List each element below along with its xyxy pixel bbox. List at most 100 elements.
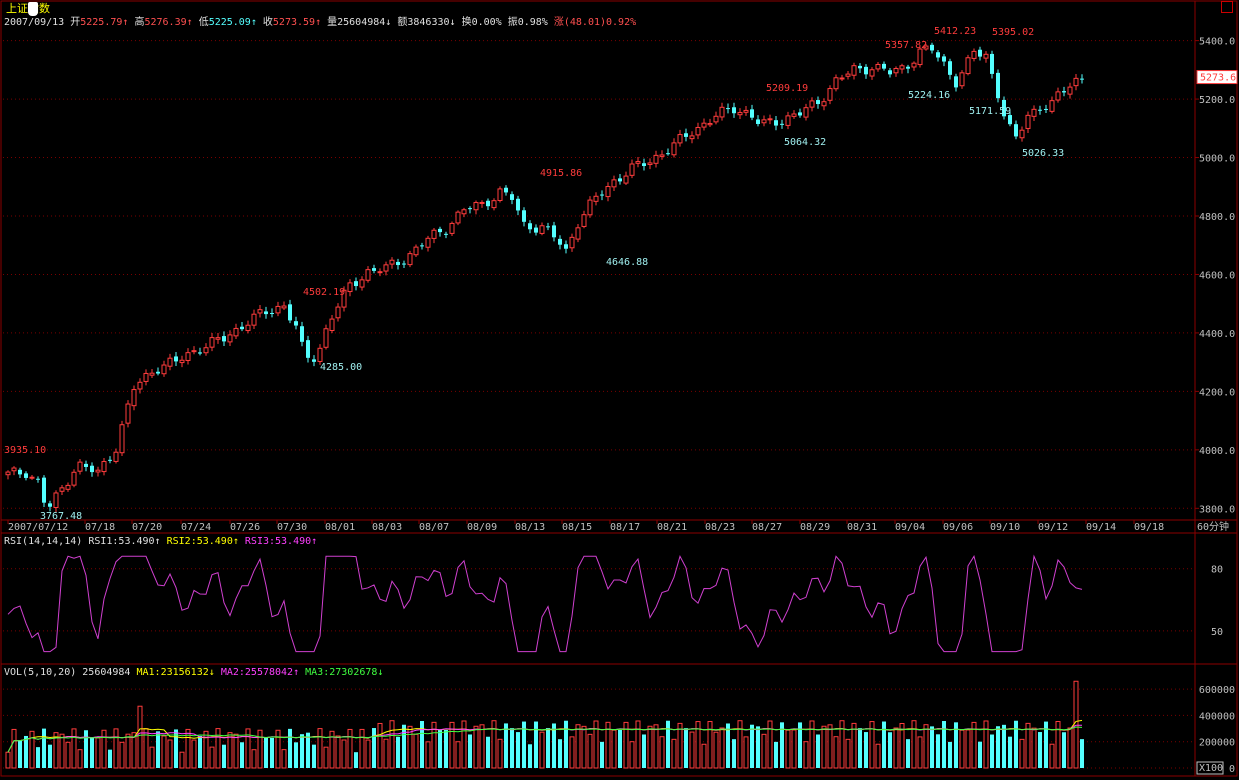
- volume-bar-up: [203, 730, 209, 769]
- date-tick-label: 09/04: [895, 522, 925, 533]
- up-arrow-icon: ↑: [311, 536, 318, 547]
- candle-body-down: [600, 194, 604, 196]
- candle-body-up: [827, 88, 833, 101]
- volume-bar-up: [335, 735, 341, 769]
- candle-body-up: [335, 306, 341, 319]
- candle-body-up: [1031, 108, 1037, 117]
- candle-body-up: [53, 492, 59, 509]
- candle-body-up: [743, 109, 749, 113]
- volume-bar-up: [845, 738, 851, 769]
- candle-body-down: [1008, 115, 1012, 125]
- price-high-annotation: 5209.19: [766, 83, 808, 94]
- candle-body-up: [233, 327, 239, 337]
- candle-body-down: [486, 200, 490, 207]
- volume-bar-down: [372, 728, 376, 768]
- volume-bar-down: [294, 742, 298, 768]
- volume-bar-down: [564, 720, 568, 768]
- volume-bar-up: [209, 746, 215, 769]
- candle-body-up: [701, 122, 707, 128]
- price-tick-label: 4000.0: [1199, 446, 1235, 457]
- down-arrow-icon: ↓: [208, 667, 215, 678]
- volume-bar-down: [108, 749, 112, 768]
- candle-body-up: [791, 113, 797, 117]
- date-tick-label: 08/21: [657, 522, 687, 533]
- volume-bar-up: [971, 721, 977, 769]
- volume-bar-up: [851, 722, 857, 769]
- candle-body-down: [726, 108, 730, 110]
- date-tick-label: 08/09: [467, 522, 497, 533]
- candle-body-up: [575, 227, 581, 240]
- up-arrow-icon: ↑: [122, 17, 129, 28]
- candle-body-up: [317, 347, 323, 362]
- volume-bar-down: [1038, 732, 1042, 768]
- volume-bar-down: [510, 728, 514, 768]
- candle-body-down: [222, 336, 226, 342]
- candle-body-up: [203, 347, 209, 354]
- volume-bar-up: [257, 729, 263, 769]
- candle-body-down: [288, 304, 292, 321]
- candle-body-up: [689, 135, 695, 140]
- candle-body-down: [108, 459, 112, 461]
- volume-bar-down: [288, 728, 292, 768]
- volume-bar-up: [233, 733, 239, 769]
- candle-body-up: [839, 77, 845, 80]
- volume-bar-up: [653, 724, 659, 769]
- candle-body-down: [300, 326, 304, 342]
- candle-body-up: [899, 65, 905, 70]
- volume-bar-down: [930, 726, 934, 768]
- candle-body-up: [785, 115, 791, 126]
- candle-body-down: [240, 326, 244, 330]
- candle-body-down: [264, 311, 268, 315]
- rsi-line: [7, 554, 1083, 653]
- volume-info-bar: VOL(5,10,20) 25604984 MA1:23156132↓ MA2:…: [4, 667, 383, 678]
- date-tick-label: 07/26: [230, 522, 260, 533]
- open-label: 开: [70, 17, 81, 28]
- candle-body-up: [143, 372, 149, 382]
- volume-bar-up: [911, 720, 917, 769]
- down-arrow-icon: ↓: [449, 17, 456, 28]
- candle-body-up: [767, 118, 773, 121]
- candle-body-up: [245, 324, 251, 332]
- volume-bar-up: [113, 728, 119, 769]
- candle-body-up: [179, 359, 185, 364]
- candle-body-up: [1067, 86, 1073, 95]
- volume-tick-label: 200000: [1199, 738, 1235, 749]
- volume-bar-down: [948, 741, 952, 768]
- candle-body-up: [119, 424, 125, 454]
- price-high-annotation: 4502.19: [303, 287, 345, 298]
- volume-bar-up: [629, 741, 635, 769]
- date-tick-label: 07/24: [181, 522, 211, 533]
- candle-body-up: [461, 209, 467, 215]
- volume-bar-down: [774, 741, 778, 768]
- restore-window-icon[interactable]: [1221, 1, 1233, 13]
- ma2-value: 25578042: [244, 667, 294, 678]
- candle-body-up: [539, 225, 545, 234]
- candle-body-down: [978, 49, 982, 57]
- candle-body-up: [497, 188, 503, 202]
- volume-bar-up: [329, 730, 335, 769]
- volume-bar-down: [48, 744, 52, 768]
- candle-body-down: [444, 233, 448, 235]
- volume-unit-box: [1196, 761, 1224, 775]
- candle-body-down: [858, 65, 862, 69]
- volume-bar-down: [84, 730, 88, 768]
- volume-bar-up: [821, 725, 827, 769]
- date-tick-label: 09/06: [943, 522, 973, 533]
- price-low-annotation: 4646.88: [606, 257, 648, 268]
- date-tick-label: 08/13: [515, 522, 545, 533]
- candle-body-down: [552, 225, 556, 238]
- volume-bar-down: [156, 731, 160, 768]
- turnover-value: 0.00%: [471, 17, 502, 28]
- candle-body-down: [798, 112, 802, 116]
- candle-body-up: [347, 282, 353, 293]
- volume-bar-up: [623, 721, 629, 769]
- candle-body-up: [581, 214, 587, 227]
- volume-bar-up: [365, 739, 371, 769]
- date-tick-label: 09/14: [1086, 522, 1116, 533]
- candle-body-up: [707, 123, 713, 126]
- volume-bar-down: [354, 752, 358, 768]
- volume-bar-up: [425, 741, 431, 769]
- change-pct: 0.92%: [606, 17, 637, 28]
- candle-body-down: [18, 469, 22, 475]
